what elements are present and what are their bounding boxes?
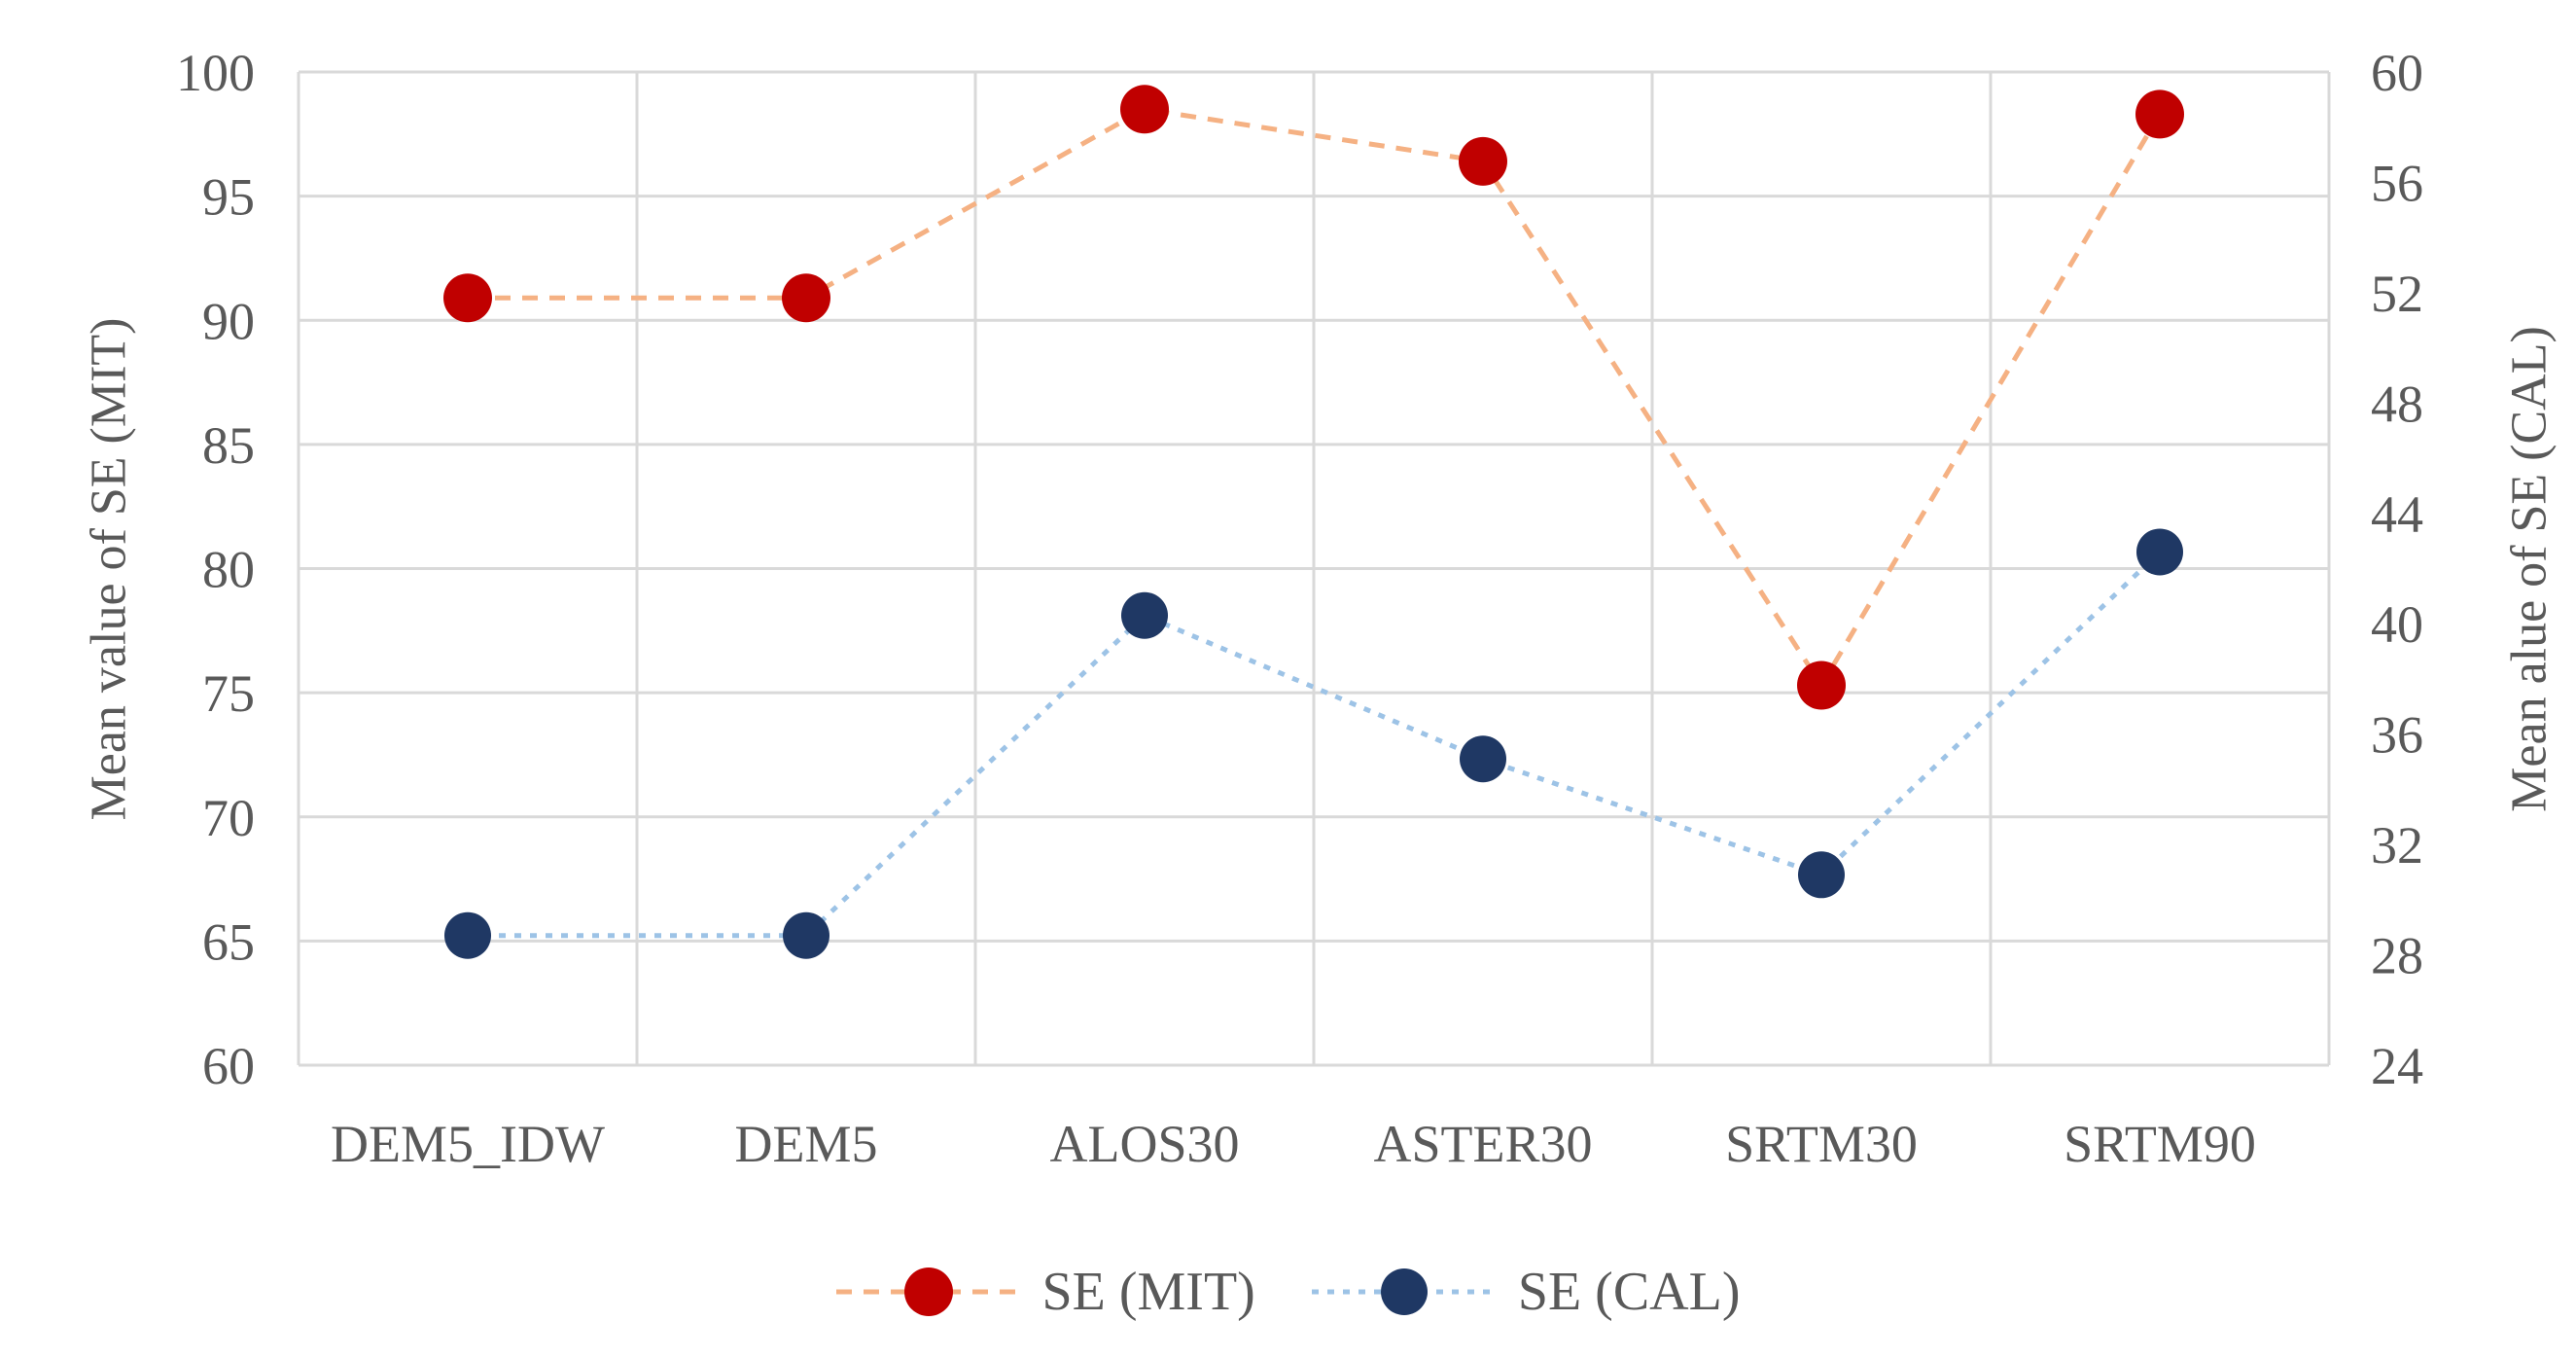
legend-marker-se-mit bbox=[835, 1268, 1021, 1316]
data-point-se-mit-srtm90 bbox=[2135, 89, 2184, 139]
legend-item-se-cal: SE (CAL) bbox=[1311, 1261, 1741, 1323]
right-axis-tick-label: 60 bbox=[2371, 44, 2423, 102]
right-axis-tick-label: 44 bbox=[2371, 485, 2423, 544]
data-point-se-cal-srtm90 bbox=[2136, 528, 2183, 576]
data-point-se-mit-aster30 bbox=[1459, 136, 1507, 186]
left-axis-tick-label: 95 bbox=[202, 168, 255, 227]
legend-item-se-mit: SE (MIT) bbox=[835, 1261, 1255, 1323]
right-axis-title: Mean alue of SE (CAL) bbox=[2501, 326, 2558, 812]
data-point-se-mit-srtm30 bbox=[1797, 661, 1846, 710]
right-axis-tick-label: 48 bbox=[2371, 375, 2423, 433]
x-axis-label-srtm30: SRTM30 bbox=[1725, 1115, 1918, 1173]
data-point-se-mit-dem5-idw bbox=[443, 273, 492, 323]
x-axis-label-alos30: ALOS30 bbox=[1049, 1115, 1239, 1173]
left-axis-title: Mean value of SE (MIT) bbox=[81, 317, 137, 821]
legend-marker-se-cal bbox=[1311, 1268, 1497, 1315]
right-axis-tick-label: 24 bbox=[2371, 1037, 2423, 1095]
legend-dot-sample bbox=[1380, 1268, 1428, 1315]
left-axis-tick-label: 75 bbox=[202, 664, 255, 723]
x-axis-label-srtm90: SRTM90 bbox=[2064, 1115, 2256, 1173]
left-axis-tick-label: 70 bbox=[202, 789, 255, 847]
data-point-se-cal-dem5-idw bbox=[444, 911, 491, 959]
legend-label-se-mit: SE (MIT) bbox=[1041, 1262, 1255, 1322]
series-line-se-cal bbox=[468, 550, 2162, 939]
right-axis-tick-label: 28 bbox=[2371, 927, 2423, 985]
x-axis-label-dem5: DEM5 bbox=[735, 1115, 878, 1173]
legend-dot-sample bbox=[903, 1268, 953, 1316]
series-line-se-mit bbox=[468, 106, 2163, 691]
x-axis-label-dem5-idw: DEM5_IDW bbox=[331, 1115, 605, 1173]
right-axis-tick-label: 52 bbox=[2371, 265, 2423, 323]
right-axis-tick-label: 40 bbox=[2371, 595, 2423, 654]
left-axis-tick-label: 80 bbox=[202, 541, 255, 599]
data-point-se-cal-aster30 bbox=[1460, 735, 1506, 783]
data-point-se-cal-dem5 bbox=[783, 911, 829, 959]
x-axis-label-aster30: ASTER30 bbox=[1373, 1115, 1592, 1173]
data-point-se-mit-alos30 bbox=[1120, 85, 1169, 134]
right-axis-tick-label: 32 bbox=[2371, 816, 2423, 875]
right-axis-tick-label: 56 bbox=[2371, 154, 2423, 212]
data-point-se-mit-dem5 bbox=[782, 273, 830, 323]
data-point-se-cal-alos30 bbox=[1121, 591, 1168, 639]
left-axis-tick-label: 90 bbox=[202, 292, 255, 350]
left-axis-tick-label: 60 bbox=[202, 1037, 255, 1095]
left-axis-tick-label: 65 bbox=[202, 912, 255, 971]
data-point-se-cal-srtm30 bbox=[1798, 851, 1845, 899]
right-axis-tick-label: 36 bbox=[2371, 706, 2423, 765]
left-axis-tick-label: 100 bbox=[176, 44, 255, 102]
legend-label-se-cal: SE (CAL) bbox=[1517, 1262, 1741, 1322]
left-axis-tick-label: 85 bbox=[202, 416, 255, 475]
legend: SE (MIT) SE (CAL) bbox=[0, 1261, 2576, 1323]
